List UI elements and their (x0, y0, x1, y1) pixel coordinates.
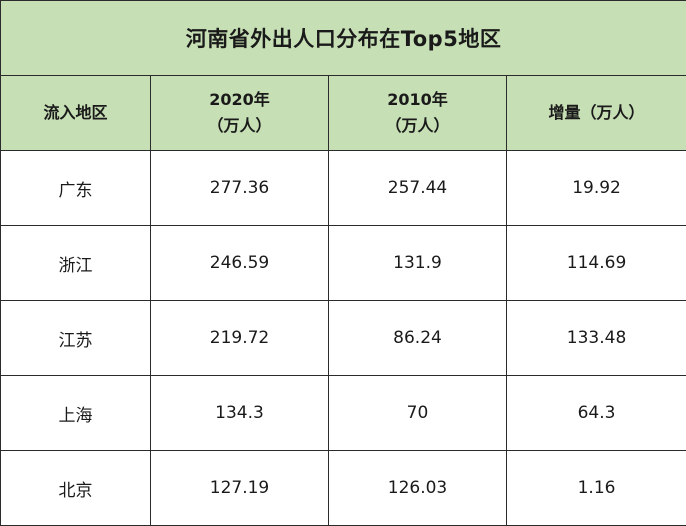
cell-2010: 86.24 (328, 300, 507, 376)
table-row: 江苏 219.72 86.24 133.48 (0, 300, 686, 376)
header-increase-label: 增量（万人） (548, 103, 645, 122)
table-row: 上海 134.3 70 64.3 (0, 375, 686, 451)
cell-region: 浙江 (0, 225, 151, 301)
header-2010: 2010年 （万人） (328, 75, 507, 151)
cell-increase: 19.92 (505, 150, 686, 226)
table-header-row: 流入地区 2020年 （万人） 2010年 （万人） 增量（万人） (0, 75, 686, 151)
header-2010-unit: （万人） (385, 116, 450, 135)
cell-2020: 134.3 (150, 375, 329, 451)
cell-region: 上海 (0, 375, 151, 451)
cell-2010: 257.44 (328, 150, 507, 226)
table-row: 广东 277.36 257.44 19.92 (0, 150, 686, 226)
cell-region: 江苏 (0, 300, 151, 376)
header-2010-label: 2010年 (387, 90, 448, 109)
table-title-row: 河南省外出人口分布在Top5地区 (0, 0, 686, 76)
cell-increase: 114.69 (505, 225, 686, 301)
cell-increase: 1.16 (505, 450, 686, 526)
cell-2020: 277.36 (150, 150, 329, 226)
header-2020-label: 2020年 (209, 90, 270, 109)
cell-2010: 131.9 (328, 225, 507, 301)
header-increase: 增量（万人） (505, 75, 686, 151)
cell-2020: 219.72 (150, 300, 329, 376)
table-row: 北京 127.19 126.03 1.16 (0, 450, 686, 526)
cell-2010: 126.03 (328, 450, 507, 526)
cell-increase: 64.3 (505, 375, 686, 451)
cell-2010: 70 (328, 375, 507, 451)
table-row: 浙江 246.59 131.9 114.69 (0, 225, 686, 301)
table-title: 河南省外出人口分布在Top5地区 (0, 0, 686, 76)
cell-increase: 133.48 (505, 300, 686, 376)
cell-region: 北京 (0, 450, 151, 526)
header-region-label: 流入地区 (43, 103, 108, 122)
header-region: 流入地区 (0, 75, 151, 151)
header-2020: 2020年 （万人） (150, 75, 329, 151)
header-2020-unit: （万人） (207, 116, 272, 135)
cell-region: 广东 (0, 150, 151, 226)
cell-2020: 127.19 (150, 450, 329, 526)
cell-2020: 246.59 (150, 225, 329, 301)
